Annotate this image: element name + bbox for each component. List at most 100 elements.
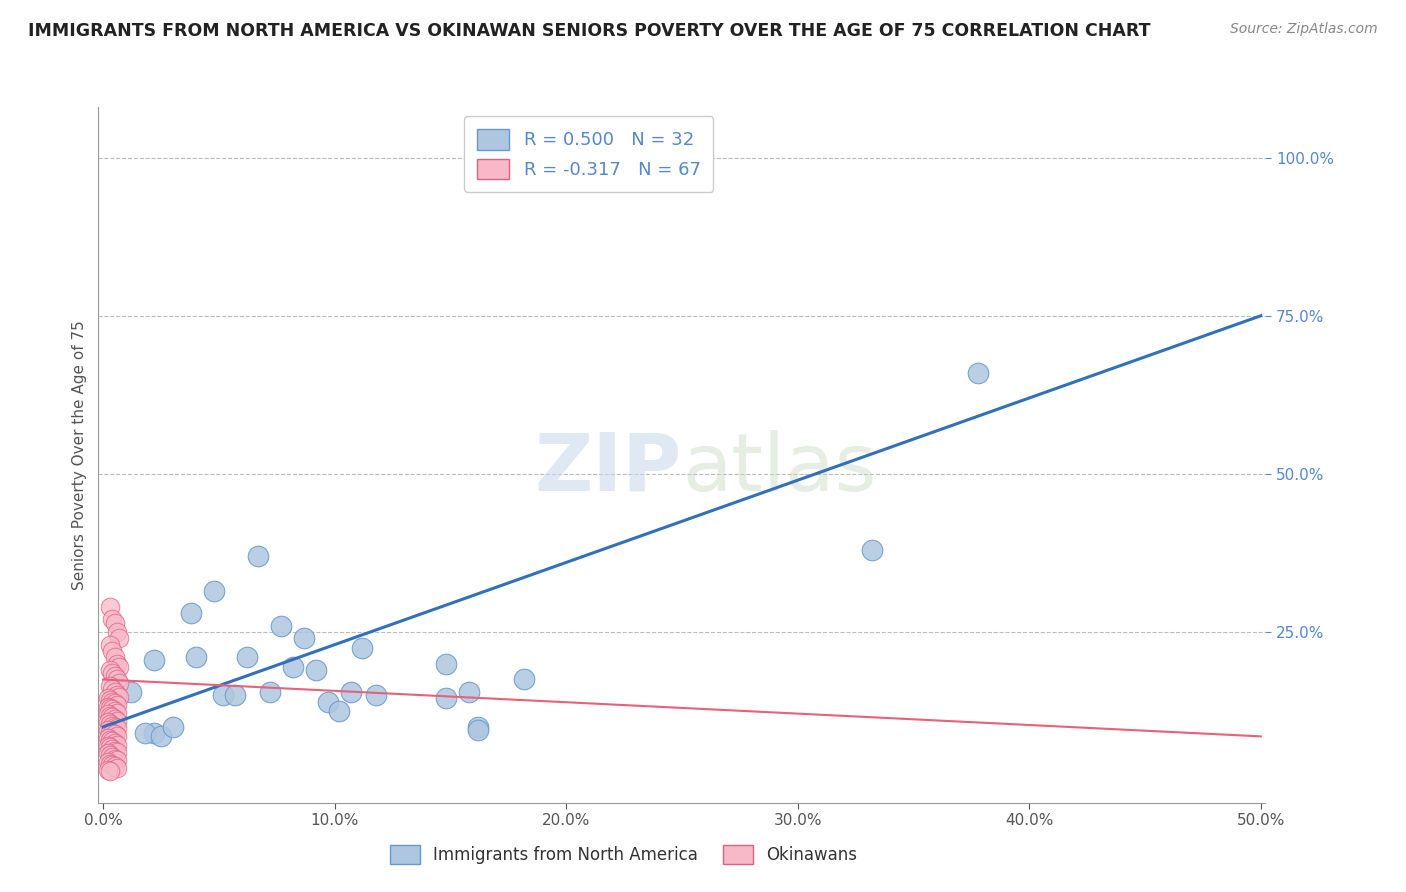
- Point: [281, 660, 304, 674]
- Point: [104, 696, 127, 710]
- Point: [149, 730, 172, 744]
- Point: [105, 688, 128, 702]
- Point: [101, 612, 124, 626]
- Point: [101, 702, 124, 716]
- Point: [98, 732, 121, 747]
- Point: [184, 650, 207, 665]
- Point: [434, 657, 457, 671]
- Point: [143, 653, 166, 667]
- Point: [305, 663, 328, 677]
- Text: atlas: atlas: [682, 430, 876, 508]
- Point: [143, 726, 166, 740]
- Point: [316, 695, 339, 709]
- Point: [434, 691, 457, 706]
- Point: [104, 685, 127, 699]
- Point: [98, 679, 121, 693]
- Point: [97, 755, 120, 769]
- Point: [101, 718, 124, 732]
- Point: [104, 727, 127, 741]
- Point: [108, 632, 131, 646]
- Point: [104, 736, 127, 750]
- Point: [97, 731, 120, 746]
- Point: [105, 738, 128, 752]
- Point: [366, 688, 388, 702]
- Point: [98, 663, 121, 677]
- Point: [101, 695, 124, 709]
- Point: [97, 763, 120, 777]
- Point: [97, 707, 120, 722]
- Point: [104, 744, 127, 758]
- Point: [105, 625, 128, 640]
- Point: [101, 757, 124, 772]
- Point: [97, 747, 120, 761]
- Point: [664, 173, 686, 187]
- Point: [224, 688, 246, 702]
- Point: [180, 606, 202, 620]
- Point: [104, 650, 127, 665]
- Point: [105, 673, 128, 687]
- Point: [98, 693, 121, 707]
- Point: [328, 704, 350, 718]
- Point: [97, 691, 120, 706]
- Point: [98, 756, 121, 771]
- Point: [212, 688, 235, 702]
- Point: [101, 666, 124, 681]
- Point: [104, 704, 127, 718]
- Point: [98, 748, 121, 763]
- Legend: Immigrants from North America, Okinawans: Immigrants from North America, Okinawans: [382, 838, 865, 871]
- Point: [98, 708, 121, 723]
- Point: [467, 723, 489, 737]
- Point: [97, 699, 120, 714]
- Point: [98, 740, 121, 755]
- Point: [134, 726, 156, 740]
- Point: [513, 673, 536, 687]
- Point: [105, 721, 128, 735]
- Point: [247, 549, 270, 563]
- Point: [98, 716, 121, 731]
- Text: Source: ZipAtlas.com: Source: ZipAtlas.com: [1230, 22, 1378, 37]
- Point: [340, 685, 363, 699]
- Point: [105, 730, 128, 744]
- Point: [101, 710, 124, 724]
- Point: [108, 660, 131, 674]
- Point: [120, 685, 142, 699]
- Point: [235, 650, 257, 665]
- Point: [105, 657, 128, 671]
- Point: [860, 542, 883, 557]
- Point: [352, 640, 374, 655]
- Point: [105, 745, 128, 759]
- Point: [270, 618, 292, 632]
- Point: [105, 761, 128, 775]
- Point: [105, 706, 128, 720]
- Point: [202, 583, 225, 598]
- Point: [101, 750, 124, 764]
- Point: [101, 734, 124, 748]
- Point: [105, 753, 128, 767]
- Point: [98, 599, 121, 614]
- Point: [97, 739, 120, 753]
- Point: [101, 681, 124, 696]
- Point: [104, 759, 127, 773]
- Point: [101, 726, 124, 740]
- Point: [105, 714, 128, 728]
- Point: [98, 764, 121, 779]
- Point: [104, 669, 127, 683]
- Point: [108, 675, 131, 690]
- Point: [98, 725, 121, 739]
- Point: [967, 366, 990, 380]
- Point: [101, 644, 124, 658]
- Point: [97, 714, 120, 729]
- Point: [98, 638, 121, 652]
- Y-axis label: Seniors Poverty Over the Age of 75: Seniors Poverty Over the Age of 75: [72, 320, 87, 590]
- Point: [101, 742, 124, 756]
- Point: [97, 723, 120, 737]
- Point: [259, 685, 281, 699]
- Point: [108, 690, 131, 704]
- Point: [162, 720, 184, 734]
- Point: [457, 685, 479, 699]
- Point: [104, 712, 127, 726]
- Point: [294, 632, 316, 646]
- Text: ZIP: ZIP: [534, 430, 682, 508]
- Point: [98, 701, 121, 715]
- Point: [104, 720, 127, 734]
